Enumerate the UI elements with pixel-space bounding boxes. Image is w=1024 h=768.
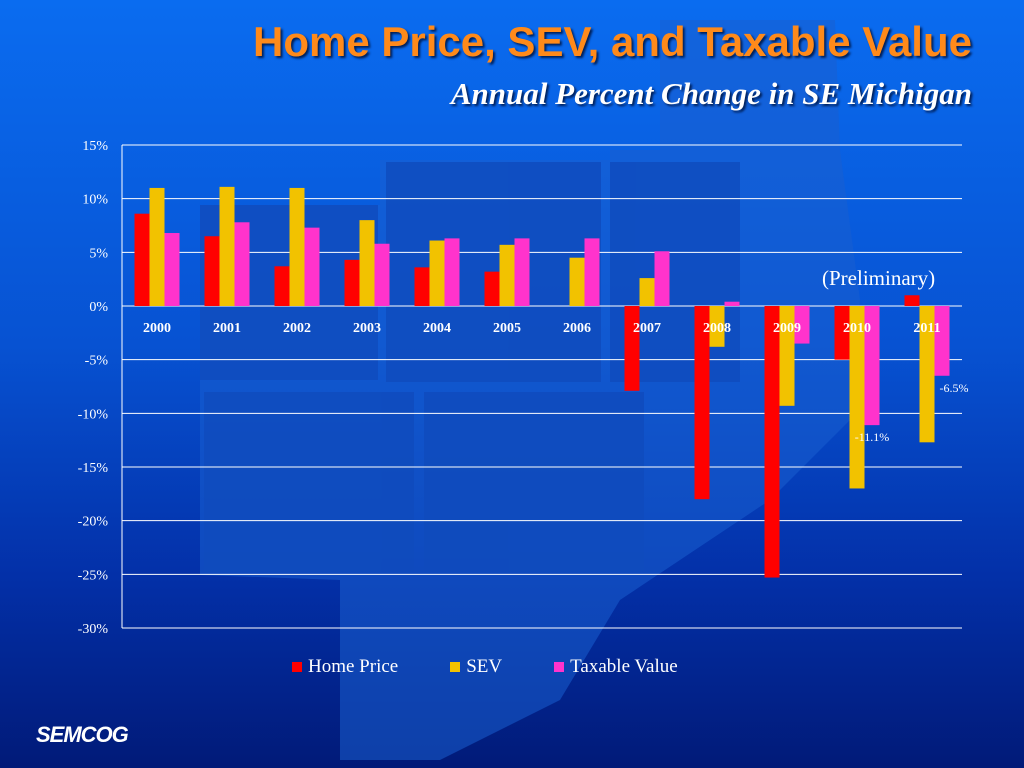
x-tick-label: 2005 (493, 321, 521, 336)
y-tick-label: -20% (78, 515, 109, 530)
bar-taxable-value-2011 (934, 306, 950, 376)
y-tick-label: -30% (78, 622, 109, 637)
bar-home-price-2002 (274, 266, 290, 306)
x-tick-label: 2002 (283, 321, 311, 336)
bar-home-price-2003 (344, 259, 360, 306)
y-tick-label: -10% (78, 407, 109, 422)
x-tick-label: 2008 (703, 321, 731, 336)
data-label: -11.1% (855, 430, 890, 444)
semcog-logo: SEMCOG (36, 722, 129, 747)
bar-taxable-value-2005 (514, 238, 530, 306)
y-tick-label: -25% (78, 568, 109, 583)
bar-home-price-2000 (134, 213, 150, 306)
x-tick-label: 2000 (143, 321, 171, 336)
chart-legend: Home Price SEV Taxable Value (292, 656, 730, 678)
x-tick-label: 2007 (633, 321, 661, 336)
bar-taxable-value-2006 (584, 238, 600, 306)
bar-taxable-value-2004 (444, 238, 460, 306)
bar-home-price-2008 (694, 306, 710, 500)
bar-sev-2004 (429, 240, 445, 306)
bar-sev-2009 (779, 306, 795, 406)
x-tick-label: 2009 (773, 321, 801, 336)
x-tick-label: 2011 (913, 321, 940, 336)
bar-sev-2007 (639, 278, 655, 306)
bar-taxable-value-2003 (374, 243, 390, 306)
bar-sev-2003 (359, 220, 375, 306)
bar-sev-2006 (569, 257, 585, 306)
bar-taxable-value-2007 (654, 251, 670, 306)
x-tick-label: 2006 (563, 321, 591, 336)
slide-title: Home Price, SEV, and Taxable Value (252, 18, 972, 65)
legend-label-home-price: Home Price (308, 656, 399, 677)
preliminary-annotation: (Preliminary) (822, 266, 936, 290)
y-tick-label: 10% (82, 193, 108, 208)
bar-home-price-2010 (834, 306, 850, 360)
bar-home-price-2004 (414, 267, 430, 306)
bar-home-price-2001 (204, 236, 220, 306)
bar-taxable-value-2010 (864, 306, 880, 426)
bar-home-price-2011 (904, 295, 920, 306)
legend-item-sev: SEV (450, 656, 502, 678)
x-tick-label: 2003 (353, 321, 381, 336)
y-tick-label: -15% (78, 461, 109, 476)
bar-home-price-2009 (764, 306, 780, 578)
bar-sev-2001 (219, 186, 235, 306)
bar-taxable-value-2002 (304, 227, 320, 306)
x-tick-label: 2001 (213, 321, 241, 336)
x-tick-label: 2010 (843, 321, 871, 336)
legend-item-taxable-value: Taxable Value (554, 656, 678, 678)
bar-taxable-value-2008 (724, 301, 740, 306)
bar-sev-2002 (289, 187, 305, 306)
bar-home-price-2005 (484, 271, 500, 306)
legend-swatch-home-price (292, 662, 302, 672)
legend-swatch-sev (450, 662, 461, 672)
bar-taxable-value-2009 (794, 306, 810, 344)
bar-sev-2011 (919, 306, 935, 443)
bar-sev-2008 (709, 306, 725, 347)
bar-taxable-value-2000 (164, 233, 180, 306)
legend-label-taxable-value: Taxable Value (570, 656, 678, 677)
legend-label-sev: SEV (466, 656, 503, 677)
slide-subtitle: Annual Percent Change in SE Michigan (450, 76, 972, 111)
y-tick-label: 15% (82, 139, 108, 154)
y-tick-label: -5% (85, 354, 109, 369)
bar-home-price-2007 (624, 306, 640, 391)
bar-sev-2005 (499, 244, 515, 306)
y-tick-label: 0% (89, 300, 108, 315)
legend-swatch-taxable-value (554, 662, 565, 672)
y-tick-label: 5% (89, 246, 108, 261)
bar-taxable-value-2001 (234, 222, 250, 306)
data-label: -6.5% (940, 381, 969, 395)
bar-sev-2010 (849, 306, 865, 489)
bar-sev-2000 (149, 187, 165, 306)
x-tick-label: 2004 (423, 321, 451, 336)
legend-item-home-price: Home Price (292, 656, 398, 678)
